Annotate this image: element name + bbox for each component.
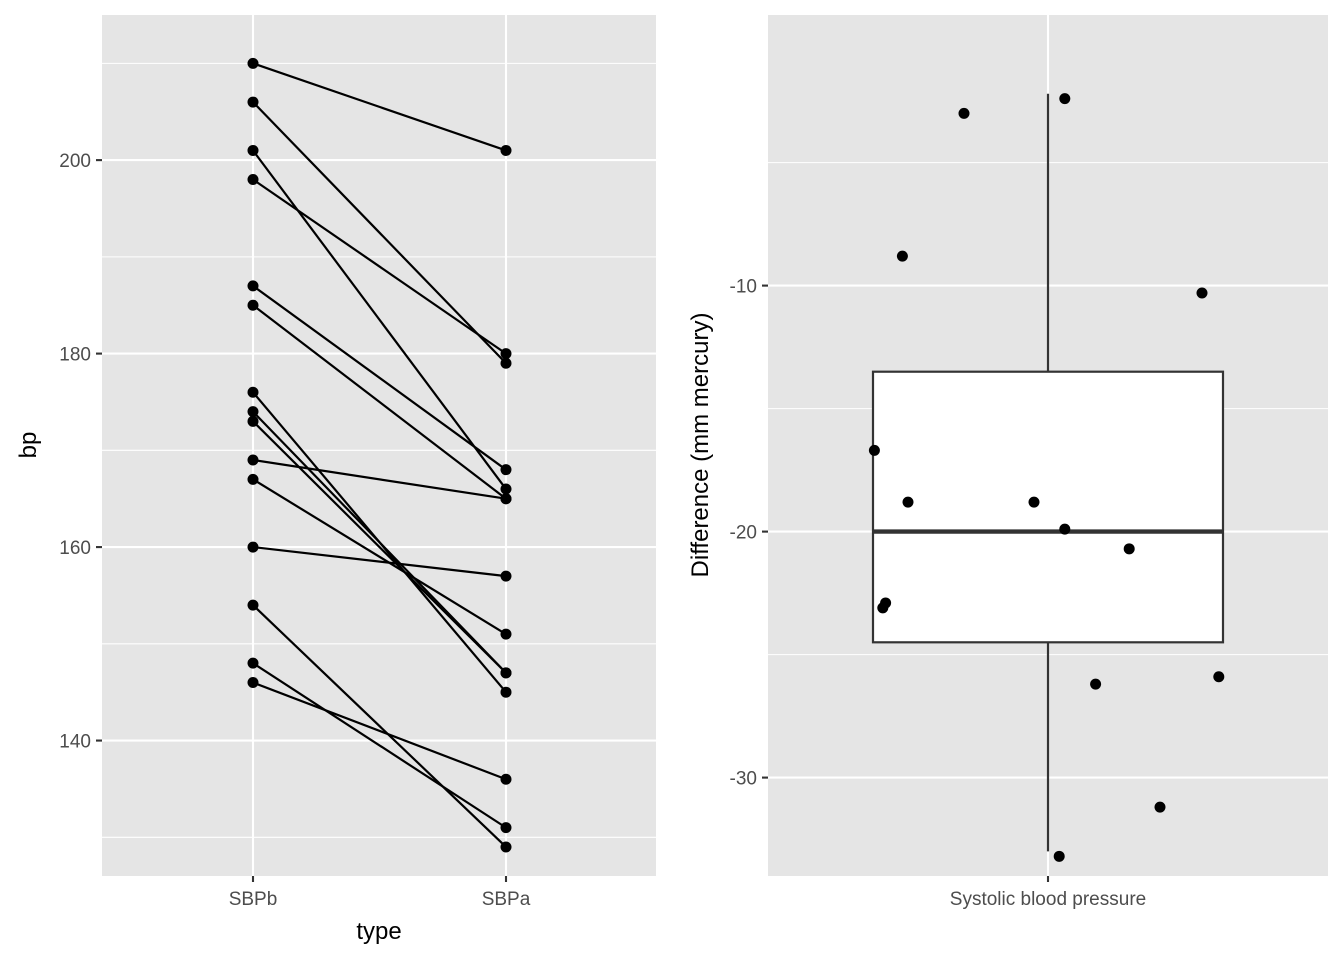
difference-point (896, 250, 908, 262)
before-point (247, 57, 259, 69)
before-point (247, 599, 259, 611)
difference-point (1090, 678, 1102, 690)
difference-point (1213, 671, 1225, 683)
difference-point (902, 496, 914, 508)
pair-line (252, 62, 507, 152)
y-tick-label: 160 (59, 538, 91, 559)
left-y-axis-title: bp (15, 432, 42, 459)
left-x-axis-title: type (356, 918, 401, 945)
after-point (500, 570, 512, 582)
pair-line (252, 458, 507, 500)
pair-points (247, 57, 512, 853)
before-point (247, 541, 259, 553)
after-point (500, 686, 512, 698)
y-tick-label: -20 (730, 523, 757, 544)
paired-bp-plot: 140 160 180 200 SBPb SBPa bp type (15, 15, 656, 945)
before-point (247, 173, 259, 185)
after-point (500, 822, 512, 834)
y-tick-label: 180 (59, 345, 91, 366)
right-y-axis-title: Difference (mm mercury) (687, 313, 714, 578)
before-point (247, 454, 259, 466)
pair-line (252, 410, 507, 674)
y-tick-label: -30 (730, 769, 757, 790)
difference-point (868, 444, 880, 456)
box-and-whisker (871, 93, 1225, 852)
pair-line (252, 662, 507, 829)
left-gridlines (102, 15, 656, 876)
pair-line (252, 178, 507, 355)
y-tick-label: 140 (59, 732, 91, 753)
before-point (247, 96, 259, 108)
before-point (247, 406, 259, 418)
pair-line (252, 681, 507, 781)
after-point (500, 773, 512, 785)
before-point (247, 677, 259, 689)
left-y-ticks: 140 160 180 200 (59, 151, 102, 753)
difference-point (1028, 496, 1040, 508)
before-point (247, 299, 259, 311)
left-panel-background (102, 15, 656, 876)
after-point (500, 144, 512, 156)
before-point (247, 473, 259, 485)
before-point (247, 386, 259, 398)
x-tick-label: Systolic blood pressure (950, 889, 1146, 910)
before-point (247, 144, 259, 156)
difference-point (1059, 523, 1071, 535)
difference-point (877, 602, 889, 614)
after-point (500, 357, 512, 369)
right-x-ticks: Systolic blood pressure (950, 876, 1146, 910)
after-point (500, 628, 512, 640)
after-point (500, 483, 512, 495)
difference-point (1154, 801, 1166, 813)
x-tick-label: SBPb (229, 889, 278, 910)
difference-point (958, 107, 970, 119)
y-tick-label: -10 (730, 277, 757, 298)
difference-point (1123, 543, 1135, 555)
after-point (500, 667, 512, 679)
right-y-ticks: -30 -20 -10 (730, 277, 768, 790)
pair-line (252, 304, 507, 500)
pair-line (252, 545, 507, 578)
pair-line (252, 604, 507, 848)
before-point (247, 415, 259, 427)
before-point (247, 657, 259, 669)
pair-line (252, 101, 507, 365)
after-point (500, 348, 512, 360)
pair-line (252, 149, 507, 490)
before-point (247, 280, 259, 292)
difference-boxplot: -30 -20 -10 Systolic blood pressure Differ… (687, 15, 1328, 910)
difference-point (1053, 850, 1065, 862)
pair-lines (252, 62, 507, 848)
after-point (500, 493, 512, 505)
pair-line (252, 284, 507, 471)
after-point (500, 464, 512, 476)
y-tick-label: 200 (59, 151, 91, 172)
pair-line (252, 420, 507, 674)
after-point (500, 841, 512, 853)
interquartile-box (871, 370, 1225, 644)
x-tick-label: SBPa (482, 889, 531, 910)
difference-point (1059, 93, 1071, 105)
difference-point (1196, 287, 1208, 299)
left-x-ticks: SBPb SBPa (229, 876, 531, 910)
pair-line (252, 478, 507, 636)
difference-points (868, 93, 1225, 862)
